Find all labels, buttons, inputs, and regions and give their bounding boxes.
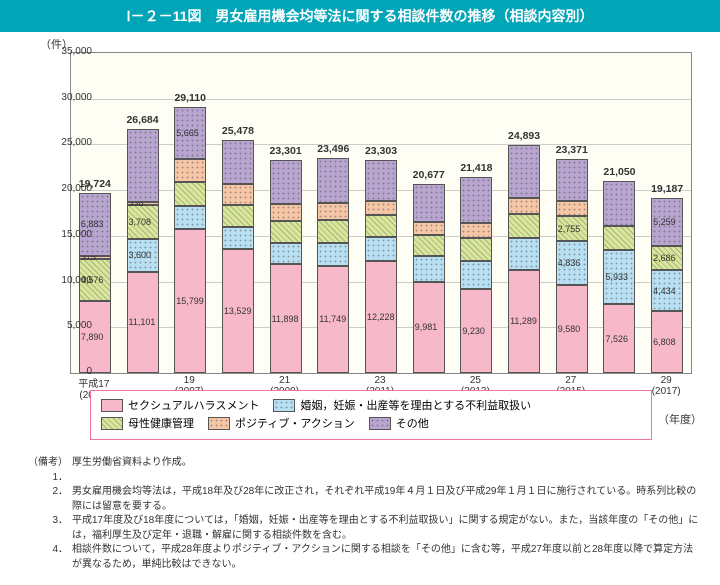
footnote-row: 3．平成17年度及び18年度については，「婚姻，妊娠・出産等を理由とする不利益取… [20,514,700,543]
legend-swatch [273,399,295,412]
bar-total-label: 23,303 [356,145,406,157]
bar-segment-maternal_health [460,238,492,261]
bar-segment-sexual_harassment [508,270,540,373]
bar-total-label: 24,893 [499,130,549,142]
bar-segment-marriage_pregnancy [365,237,397,262]
bar-segment-positive_action [127,202,159,205]
bar-segment-positive_action [365,201,397,215]
bar-segment-sexual_harassment [413,282,445,373]
bar-segment-sexual_harassment [79,301,111,373]
legend-item-other: その他 [369,415,429,431]
bar-segment-other [651,198,683,246]
bar-segment-marriage_pregnancy [603,250,635,304]
bar-segment-sexual_harassment [603,304,635,373]
legend-label: その他 [396,415,429,431]
bar-segment-maternal_health [222,205,254,228]
bar-total-label: 19,187 [642,183,692,195]
bar-total-label: 20,677 [404,169,454,181]
bar-segment-other [365,160,397,201]
bar-segment-sexual_harassment [317,266,349,373]
bar-segment-maternal_health [365,215,397,237]
bar-total-label: 23,496 [308,143,358,155]
bar-segment-other [556,159,588,201]
bar-segment-maternal_health [270,221,302,243]
bar-total-label: 26,684 [118,114,168,126]
legend-label: セクシュアルハラスメント [128,397,259,413]
bar-segment-positive_action [317,203,349,220]
bar-segment-maternal_health [413,235,445,256]
bar-segment-other [79,193,111,256]
bar-segment-other [460,177,492,223]
bar-segment-marriage_pregnancy [317,243,349,266]
bar-segment-other [508,145,540,197]
bar-segment-marriage_pregnancy [651,270,683,311]
bar-segment-positive_action [460,223,492,239]
bar-segment-marriage_pregnancy [270,243,302,264]
bar-segment-positive_action [508,198,540,214]
bar-segment-other [174,107,206,159]
legend-swatch [369,417,391,430]
bar-segment-maternal_health [651,246,683,271]
bar-segment-marriage_pregnancy [413,256,445,282]
legend-item-marriage_pregnancy: 婚姻，妊娠・出産等を理由とする不利益取扱い [273,397,531,413]
bar-segment-maternal_health [127,205,159,239]
legend-label: 婚姻，妊娠・出産等を理由とする不利益取扱い [300,397,531,413]
bar-segment-sexual_harassment [556,285,588,373]
bar-total-label: 29,110 [165,92,215,104]
footnote-row: 2．男女雇用機会均等法は，平成18年及び28年に改正され，それぞれ平成19年４月… [20,485,700,514]
legend-item-positive_action: ポジティブ・アクション [208,415,355,431]
legend: セクシュアルハラスメント 婚姻，妊娠・出産等を理由とする不利益取扱い母性健康管理 ポ… [90,390,652,440]
legend-swatch [101,417,123,430]
bar-segment-sexual_harassment [460,289,492,373]
chart-area: 7,8904,5763756,88319,72411,1013,6003,708… [70,52,692,374]
legend-label: ポジティブ・アクション [235,415,355,431]
bar-segment-other [270,160,302,204]
bar-segment-positive_action [222,184,254,204]
bar-total-label: 21,418 [451,162,501,174]
bar-segment-marriage_pregnancy [508,238,540,270]
bar-segment-positive_action [413,222,445,235]
footnote-row: 4．相談件数について，平成28年度よりポジティブ・アクションに関する相談を「その… [20,543,700,572]
bar-segment-positive_action [556,201,588,216]
bar-segment-other [603,181,635,227]
footnotes: （備考） 1．厚生労働省資料より作成。2．男女雇用機会均等法は，平成18年及び2… [20,456,700,572]
legend-swatch [101,399,123,412]
figure-title: Ⅰ－２－11図 男女雇用機会均等法に関する相談件数の推移（相談内容別） [0,0,720,32]
bar-segment-maternal_health [174,182,206,206]
bar-segment-marriage_pregnancy [174,206,206,229]
bar-segment-other [413,184,445,222]
bar-segment-sexual_harassment [222,249,254,373]
legend-item-sexual_harassment: セクシュアルハラスメント [101,397,259,413]
bar-total-label: 25,478 [213,125,263,137]
bar-segment-sexual_harassment [127,272,159,373]
bar-segment-positive_action [174,159,206,182]
legend-item-maternal_health: 母性健康管理 [101,415,194,431]
bar-segment-other [127,129,159,202]
bar-segment-sexual_harassment [651,311,683,373]
legend-label: 母性健康管理 [128,415,194,431]
bar-segment-positive_action [270,204,302,221]
bar-segment-marriage_pregnancy [556,241,588,285]
bar-segment-sexual_harassment [270,264,302,373]
bar-segment-sexual_harassment [365,261,397,373]
bar-segment-marriage_pregnancy [127,239,159,272]
bars-layer: 7,8904,5763756,88319,72411,1013,6003,708… [71,53,691,373]
bar-segment-marriage_pregnancy [460,261,492,288]
bar-segment-maternal_health [556,216,588,241]
bar-total-label: 23,371 [547,144,597,156]
figure-container: Ⅰ－２－11図 男女雇用機会均等法に関する相談件数の推移（相談内容別） （件） … [0,0,720,585]
x-axis-unit: （年度） [658,411,702,427]
bar-segment-positive_action [79,256,111,259]
bar-segment-sexual_harassment [174,229,206,373]
bar-total-label: 21,050 [594,166,644,178]
bar-segment-other [222,140,254,184]
bar-total-label: 23,301 [261,145,311,157]
bar-segment-marriage_pregnancy [222,227,254,249]
legend-swatch [208,417,230,430]
bar-segment-maternal_health [317,220,349,243]
bar-segment-maternal_health [603,226,635,250]
footnote-row: （備考） 1．厚生労働省資料より作成。 [20,456,700,485]
bar-segment-maternal_health [508,214,540,238]
bar-segment-other [317,158,349,202]
